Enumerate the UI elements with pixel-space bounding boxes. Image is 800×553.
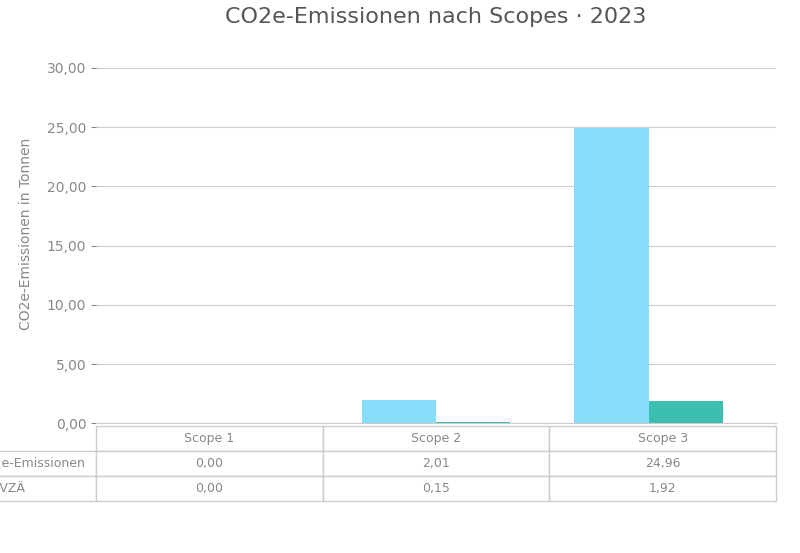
Bar [574,128,649,424]
Title: CO2e-Emissionen nach Scopes · 2023: CO2e-Emissionen nach Scopes · 2023 [226,7,646,28]
Bar [436,421,510,424]
Bar [362,400,436,424]
Y-axis label: CO2e-Emissionen in Tonnen: CO2e-Emissionen in Tonnen [19,138,33,330]
Bar [649,401,723,424]
